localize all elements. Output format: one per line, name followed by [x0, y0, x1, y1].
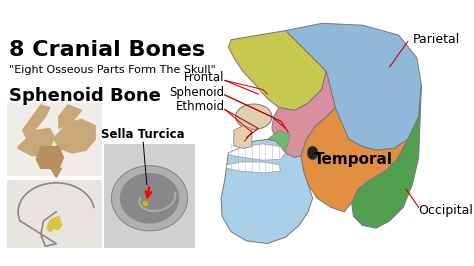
Ellipse shape [236, 104, 272, 129]
FancyBboxPatch shape [7, 180, 102, 248]
Text: Temporal: Temporal [314, 152, 393, 167]
Polygon shape [234, 126, 252, 148]
Polygon shape [285, 23, 421, 150]
Polygon shape [227, 162, 281, 173]
Text: Sphenoid Bone: Sphenoid Bone [9, 87, 161, 105]
FancyBboxPatch shape [104, 144, 195, 248]
Polygon shape [36, 147, 64, 168]
Text: Frontal: Frontal [184, 71, 225, 84]
Text: 8 Cranial Bones: 8 Cranial Bones [9, 40, 205, 60]
Polygon shape [272, 71, 335, 157]
Text: Sella Turcica: Sella Turcica [101, 128, 185, 141]
Polygon shape [55, 119, 95, 153]
Polygon shape [228, 144, 285, 160]
Polygon shape [267, 130, 290, 153]
Text: Sphenoid: Sphenoid [170, 86, 225, 99]
Text: "Eight Osseous Parts Form The Skull": "Eight Osseous Parts Form The Skull" [9, 65, 216, 75]
Text: Ethmoid: Ethmoid [176, 100, 225, 113]
Polygon shape [228, 31, 326, 110]
Polygon shape [53, 216, 62, 230]
Polygon shape [46, 168, 62, 177]
Polygon shape [23, 105, 50, 139]
Text: Occipital: Occipital [419, 203, 474, 217]
Polygon shape [18, 128, 55, 156]
Polygon shape [47, 219, 53, 232]
Polygon shape [111, 166, 188, 231]
Polygon shape [59, 105, 82, 128]
FancyBboxPatch shape [7, 103, 102, 176]
Text: Parietal: Parietal [412, 33, 460, 46]
Polygon shape [352, 85, 421, 228]
Polygon shape [221, 139, 313, 244]
Ellipse shape [307, 146, 318, 160]
Polygon shape [120, 174, 179, 223]
Polygon shape [301, 108, 408, 212]
